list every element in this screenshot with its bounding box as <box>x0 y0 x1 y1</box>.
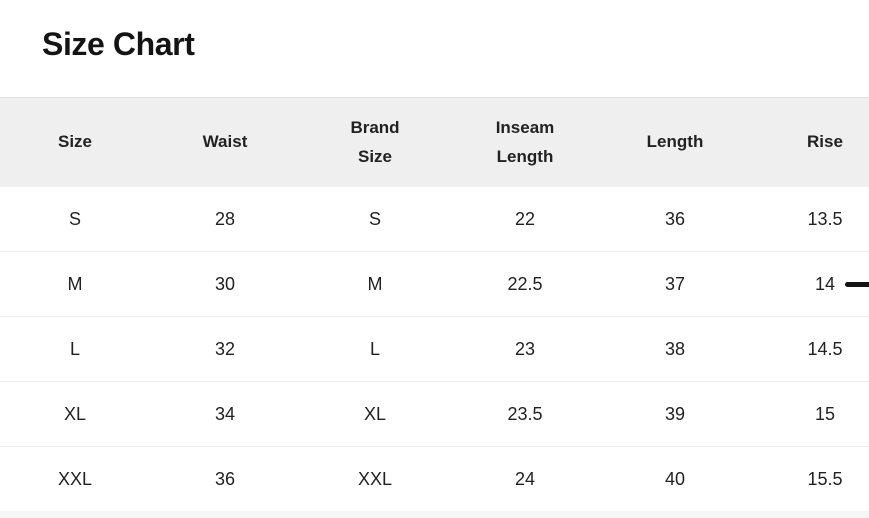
cell-size: L <box>0 316 150 382</box>
column-header-brand-size: Brand Size <box>300 97 450 187</box>
table-body: S 28 S 22 36 13.5 M 30 M 22.5 37 14 L 32 L 23 38 14.5 XL 34… <box>0 187 869 512</box>
cell-size: S <box>0 187 150 252</box>
cell-length: 38 <box>600 316 750 382</box>
cell-brand-size: L <box>300 316 450 382</box>
column-header-inseam-length: Inseam Length <box>450 97 600 187</box>
cell-inseam-length: 22 <box>450 187 600 252</box>
cell-size: XL <box>0 381 150 447</box>
cell-brand-size: XL <box>300 381 450 447</box>
cell-brand-size: S <box>300 187 450 252</box>
cell-rise: 14.5 <box>750 316 869 382</box>
table-header: Size Waist Brand Size Inseam Length Length Ri… <box>0 97 869 187</box>
table-row-l: L 32 L 23 38 14.5 <box>0 316 869 382</box>
cell-waist: 28 <box>150 187 300 252</box>
table-header-row: Size Waist Brand Size Inseam Length Length Ri… <box>0 97 869 187</box>
cell-inseam-length: 22.5 <box>450 251 600 317</box>
cell-size: XXL <box>0 446 150 512</box>
cell-waist: 32 <box>150 316 300 382</box>
cell-length: 37 <box>600 251 750 317</box>
cell-length: 40 <box>600 446 750 512</box>
cell-waist: 30 <box>150 251 300 317</box>
cell-waist: 34 <box>150 381 300 447</box>
cell-brand-size: M <box>300 251 450 317</box>
table-row-m: M 30 M 22.5 37 14 <box>0 251 869 317</box>
cell-rise: 15.5 <box>750 446 869 512</box>
table-row-s: S 28 S 22 36 13.5 <box>0 187 869 252</box>
page-title: Size Chart <box>42 26 195 62</box>
column-header-length: Length <box>600 97 750 187</box>
column-header-rise: Rise <box>750 97 869 187</box>
column-header-size: Size <box>0 97 150 187</box>
column-header-waist: Waist <box>150 97 300 187</box>
next-section-strip <box>0 511 869 518</box>
cell-length: 39 <box>600 381 750 447</box>
row-marker-dash-icon <box>845 282 869 287</box>
size-chart-table-container[interactable]: Size Waist Brand Size Inseam Length Length Ri… <box>0 97 869 512</box>
table-row-xxl: XXL 36 XXL 24 40 15.5 <box>0 446 869 512</box>
cell-brand-size: XXL <box>300 446 450 512</box>
cell-inseam-length: 23 <box>450 316 600 382</box>
size-chart-table: Size Waist Brand Size Inseam Length Length Ri… <box>0 97 869 512</box>
cell-waist: 36 <box>150 446 300 512</box>
cell-inseam-length: 23.5 <box>450 381 600 447</box>
cell-rise: 13.5 <box>750 187 869 252</box>
cell-length: 36 <box>600 187 750 252</box>
cell-rise: 15 <box>750 381 869 447</box>
cell-size: M <box>0 251 150 317</box>
cell-inseam-length: 24 <box>450 446 600 512</box>
table-row-xl: XL 34 XL 23.5 39 15 <box>0 381 869 447</box>
